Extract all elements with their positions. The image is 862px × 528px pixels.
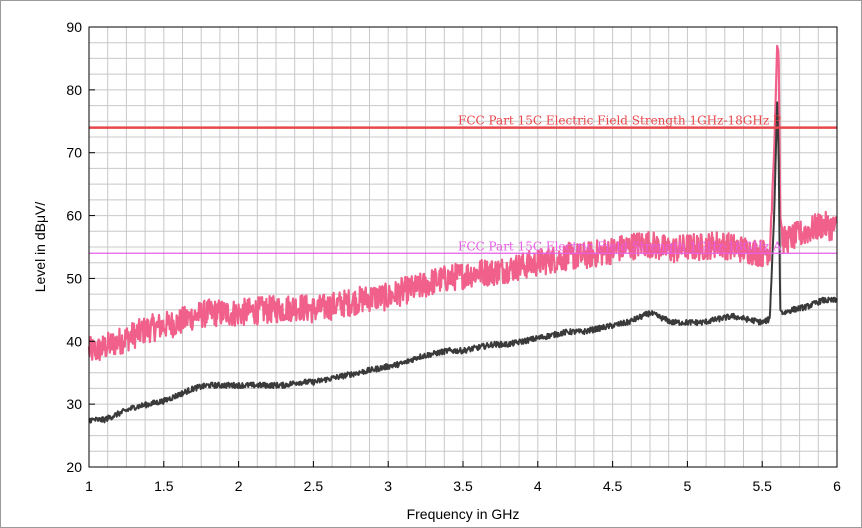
limit-lines: FCC Part 15C Electric Field Strength 1GH… <box>89 114 837 254</box>
x-tick-label: 1.5 <box>154 478 174 494</box>
y-tick-label: 60 <box>66 208 82 224</box>
x-tick-label: 4.5 <box>603 478 623 494</box>
y-tick-label: 70 <box>66 145 82 161</box>
grid <box>88 26 838 468</box>
y-tick-label: 30 <box>66 396 82 412</box>
x-tick-label: 2.5 <box>304 478 324 494</box>
y-tick-label: 40 <box>66 333 82 349</box>
series-layer <box>87 44 838 424</box>
x-tick-label: 1 <box>85 478 93 494</box>
x-tick-label: 5.5 <box>752 478 772 494</box>
x-tick-label: 3.5 <box>453 478 473 494</box>
series-line-1 <box>87 44 838 362</box>
limit-label-2: FCC Part 15C Electric Field Strength 1GH… <box>458 239 782 253</box>
y-axis-title: Level in dBμV/ <box>32 202 48 293</box>
x-tick-label: 2 <box>235 478 243 494</box>
series-line-2 <box>88 101 838 424</box>
y-tick-label: 20 <box>66 459 82 475</box>
limit-label-1: FCC Part 15C Electric Field Strength 1GH… <box>458 114 781 128</box>
y-tick-label: 50 <box>66 270 82 286</box>
x-tick-label: 6 <box>833 478 841 494</box>
y-tick-label: 90 <box>66 19 82 35</box>
x-tick-label: 3 <box>384 478 392 494</box>
y-tick-label: 80 <box>66 82 82 98</box>
x-tick-label: 5 <box>684 478 692 494</box>
x-axis-title: Frequency in GHz <box>407 506 520 522</box>
x-tick-label: 4 <box>534 478 542 494</box>
axis-ticks: 1 1.5 2 2.5 3 3.5 4 4.5 5 5.5 6 20 30 40 50 60 70 80 90 <box>66 19 841 494</box>
